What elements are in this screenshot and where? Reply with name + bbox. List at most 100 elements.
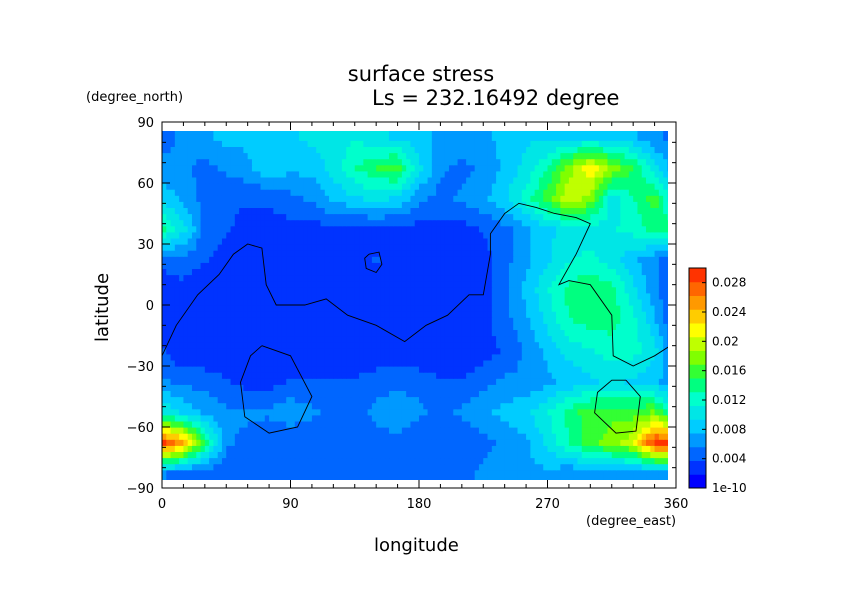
heatmap-cell xyxy=(611,451,617,459)
heatmap-cell xyxy=(286,469,292,477)
heatmap-cell xyxy=(384,372,390,379)
heatmap-cell xyxy=(543,298,549,306)
heatmap-cell xyxy=(620,311,626,318)
heatmap-cell xyxy=(183,268,189,276)
heatmap-cell xyxy=(526,231,531,239)
heatmap-cell xyxy=(329,286,334,294)
heatmap-cell xyxy=(187,250,193,257)
heatmap-cell xyxy=(299,341,304,349)
heatmap-cell xyxy=(663,463,668,471)
heatmap-cell xyxy=(624,469,630,477)
heatmap-cell xyxy=(406,231,412,239)
heatmap-cell xyxy=(196,366,202,373)
heatmap-cell xyxy=(560,402,566,410)
heatmap-cell xyxy=(333,262,339,269)
heatmap-cell xyxy=(543,317,549,324)
heatmap-cell xyxy=(487,408,493,416)
heatmap-cell xyxy=(667,323,668,330)
heatmap-cell xyxy=(320,347,326,355)
heatmap-cell xyxy=(573,329,579,337)
heatmap-cell xyxy=(628,353,634,361)
heatmap-cell xyxy=(359,262,364,269)
heatmap-cell xyxy=(256,390,262,398)
heatmap-cell xyxy=(337,231,343,239)
heatmap-cell xyxy=(470,366,476,373)
heatmap-cell xyxy=(393,237,399,245)
heatmap-cell xyxy=(517,378,523,385)
heatmap-cell xyxy=(397,433,403,440)
heatmap-cell xyxy=(504,439,510,446)
heatmap-cell xyxy=(179,280,185,288)
heatmap-cell xyxy=(478,469,484,477)
heatmap-cell xyxy=(646,475,651,480)
heatmap-cell xyxy=(663,445,668,452)
heatmap-cell xyxy=(371,231,377,239)
heatmap-cell xyxy=(196,359,202,367)
heatmap-cell xyxy=(277,347,283,355)
heatmap-cell xyxy=(333,463,339,471)
heatmap-cell xyxy=(346,427,352,434)
heatmap-cell xyxy=(354,298,360,306)
heatmap-cell xyxy=(491,359,497,367)
heatmap-cell xyxy=(444,317,450,324)
heatmap-cell xyxy=(281,323,287,330)
heatmap-cell xyxy=(436,433,442,440)
heatmap-cell xyxy=(204,384,210,391)
heatmap-cell xyxy=(534,274,540,282)
heatmap-cell xyxy=(269,256,274,263)
heatmap-cell xyxy=(603,292,609,300)
heatmap-cell xyxy=(556,402,561,410)
heatmap-cell xyxy=(410,463,416,471)
heatmap-cell xyxy=(371,323,377,330)
heatmap-cell xyxy=(564,317,570,324)
heatmap-cell xyxy=(196,231,202,239)
heatmap-cell xyxy=(234,298,240,306)
heatmap-cell xyxy=(239,366,244,373)
heatmap-cell xyxy=(453,396,459,404)
heatmap-cell xyxy=(174,329,180,337)
heatmap-cell xyxy=(628,445,634,452)
heatmap-cell xyxy=(487,402,493,410)
heatmap-cell xyxy=(628,347,634,355)
heatmap-cell xyxy=(316,445,322,452)
heatmap-cell xyxy=(234,341,240,349)
heatmap-cell xyxy=(521,445,527,452)
heatmap-cell xyxy=(444,347,450,355)
heatmap-cell xyxy=(286,323,292,330)
heatmap-cell xyxy=(307,433,313,440)
heatmap-cell xyxy=(346,469,352,477)
heatmap-cell xyxy=(440,262,446,269)
heatmap-cell xyxy=(650,402,656,410)
heatmap-cell xyxy=(234,469,240,477)
heatmap-cell xyxy=(513,286,519,294)
heatmap-cell xyxy=(637,353,643,361)
heatmap-cell xyxy=(359,390,364,398)
heatmap-cell xyxy=(256,256,262,263)
heatmap-cell xyxy=(406,286,412,294)
heatmap-cell xyxy=(568,390,574,398)
heatmap-cell xyxy=(423,469,429,477)
heatmap-cell xyxy=(611,311,617,318)
heatmap-cell xyxy=(380,414,386,422)
heatmap-cell xyxy=(414,445,420,452)
heatmap-cell xyxy=(658,384,664,391)
heatmap-cell xyxy=(260,396,266,404)
heatmap-cell xyxy=(444,396,450,404)
heatmap-cell xyxy=(586,286,591,294)
heatmap-cell xyxy=(547,237,553,245)
heatmap-cell xyxy=(663,274,668,282)
heatmap-cell xyxy=(226,457,232,465)
heatmap-cell xyxy=(491,402,497,410)
heatmap-cell xyxy=(221,420,227,428)
heatmap-cell xyxy=(586,323,591,330)
heatmap-cell xyxy=(179,341,185,349)
heatmap-cell xyxy=(440,286,446,294)
heatmap-cell xyxy=(598,445,604,452)
heatmap-cell xyxy=(453,353,459,361)
heatmap-cell xyxy=(277,237,283,245)
heatmap-cell xyxy=(260,366,266,373)
heatmap-cell xyxy=(239,268,244,276)
heatmap-cell xyxy=(341,231,347,239)
heatmap-cell xyxy=(461,274,467,282)
heatmap-cell xyxy=(221,359,227,367)
